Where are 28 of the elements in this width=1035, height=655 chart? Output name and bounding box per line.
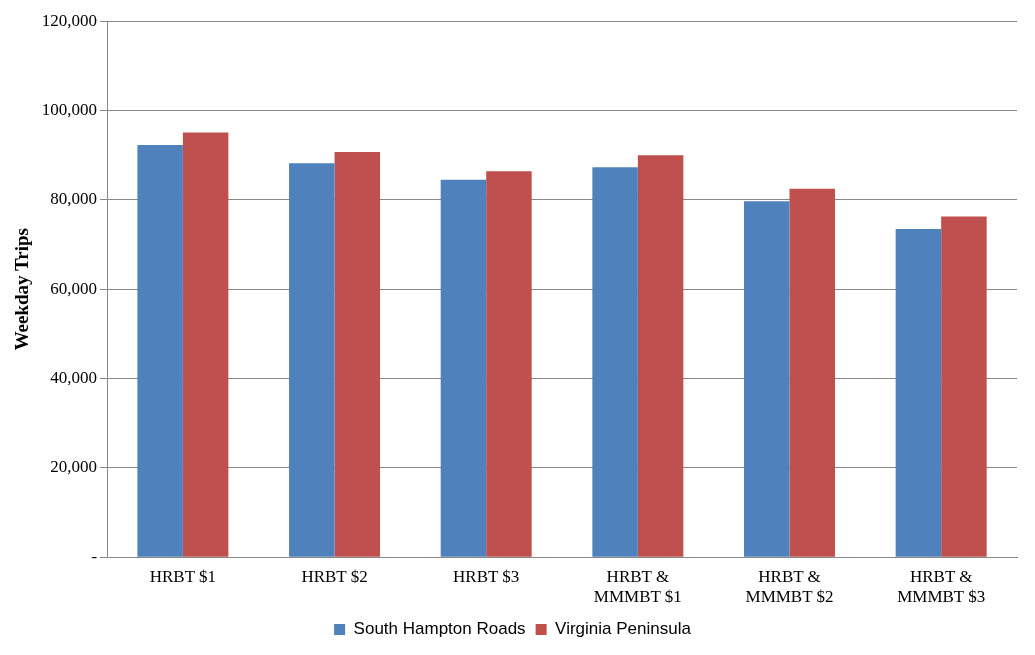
x-tick-label: HRBT $2	[301, 566, 368, 586]
x-tick-label: HRBT $3	[453, 566, 520, 586]
bar	[789, 188, 836, 557]
bar	[941, 216, 987, 557]
y-tick-label: 80,000	[50, 189, 98, 209]
bar	[592, 167, 638, 557]
legend-label: Virginia Peninsula	[555, 619, 692, 639]
y-tick-label: 100,000	[41, 100, 98, 119]
bar	[440, 179, 487, 557]
y-axis-title: Weekday Trips	[11, 228, 33, 351]
bar	[289, 163, 335, 557]
y-tick-label: 40,000	[50, 368, 98, 387]
x-tick-label: HRBT $1	[149, 566, 217, 586]
x-tick-label: HRBT & MMMBT $1	[593, 566, 682, 607]
x-tick-label: HRBT & MMMBT $3	[897, 566, 986, 607]
bar	[637, 155, 684, 557]
bar	[895, 228, 942, 557]
bar	[744, 201, 790, 557]
bar	[137, 144, 183, 557]
y-tick-label: 120,000	[41, 10, 98, 30]
bar	[334, 152, 381, 557]
bar	[182, 132, 229, 557]
bar	[486, 171, 532, 557]
x-tick-label: HRBT & MMMBT $2	[745, 566, 834, 607]
y-tick-label: -	[91, 546, 98, 566]
y-tick-label: 60,000	[50, 278, 98, 298]
y-tick-label: 20,000	[50, 457, 98, 477]
legend-label: South Hampton Roads	[353, 619, 526, 639]
